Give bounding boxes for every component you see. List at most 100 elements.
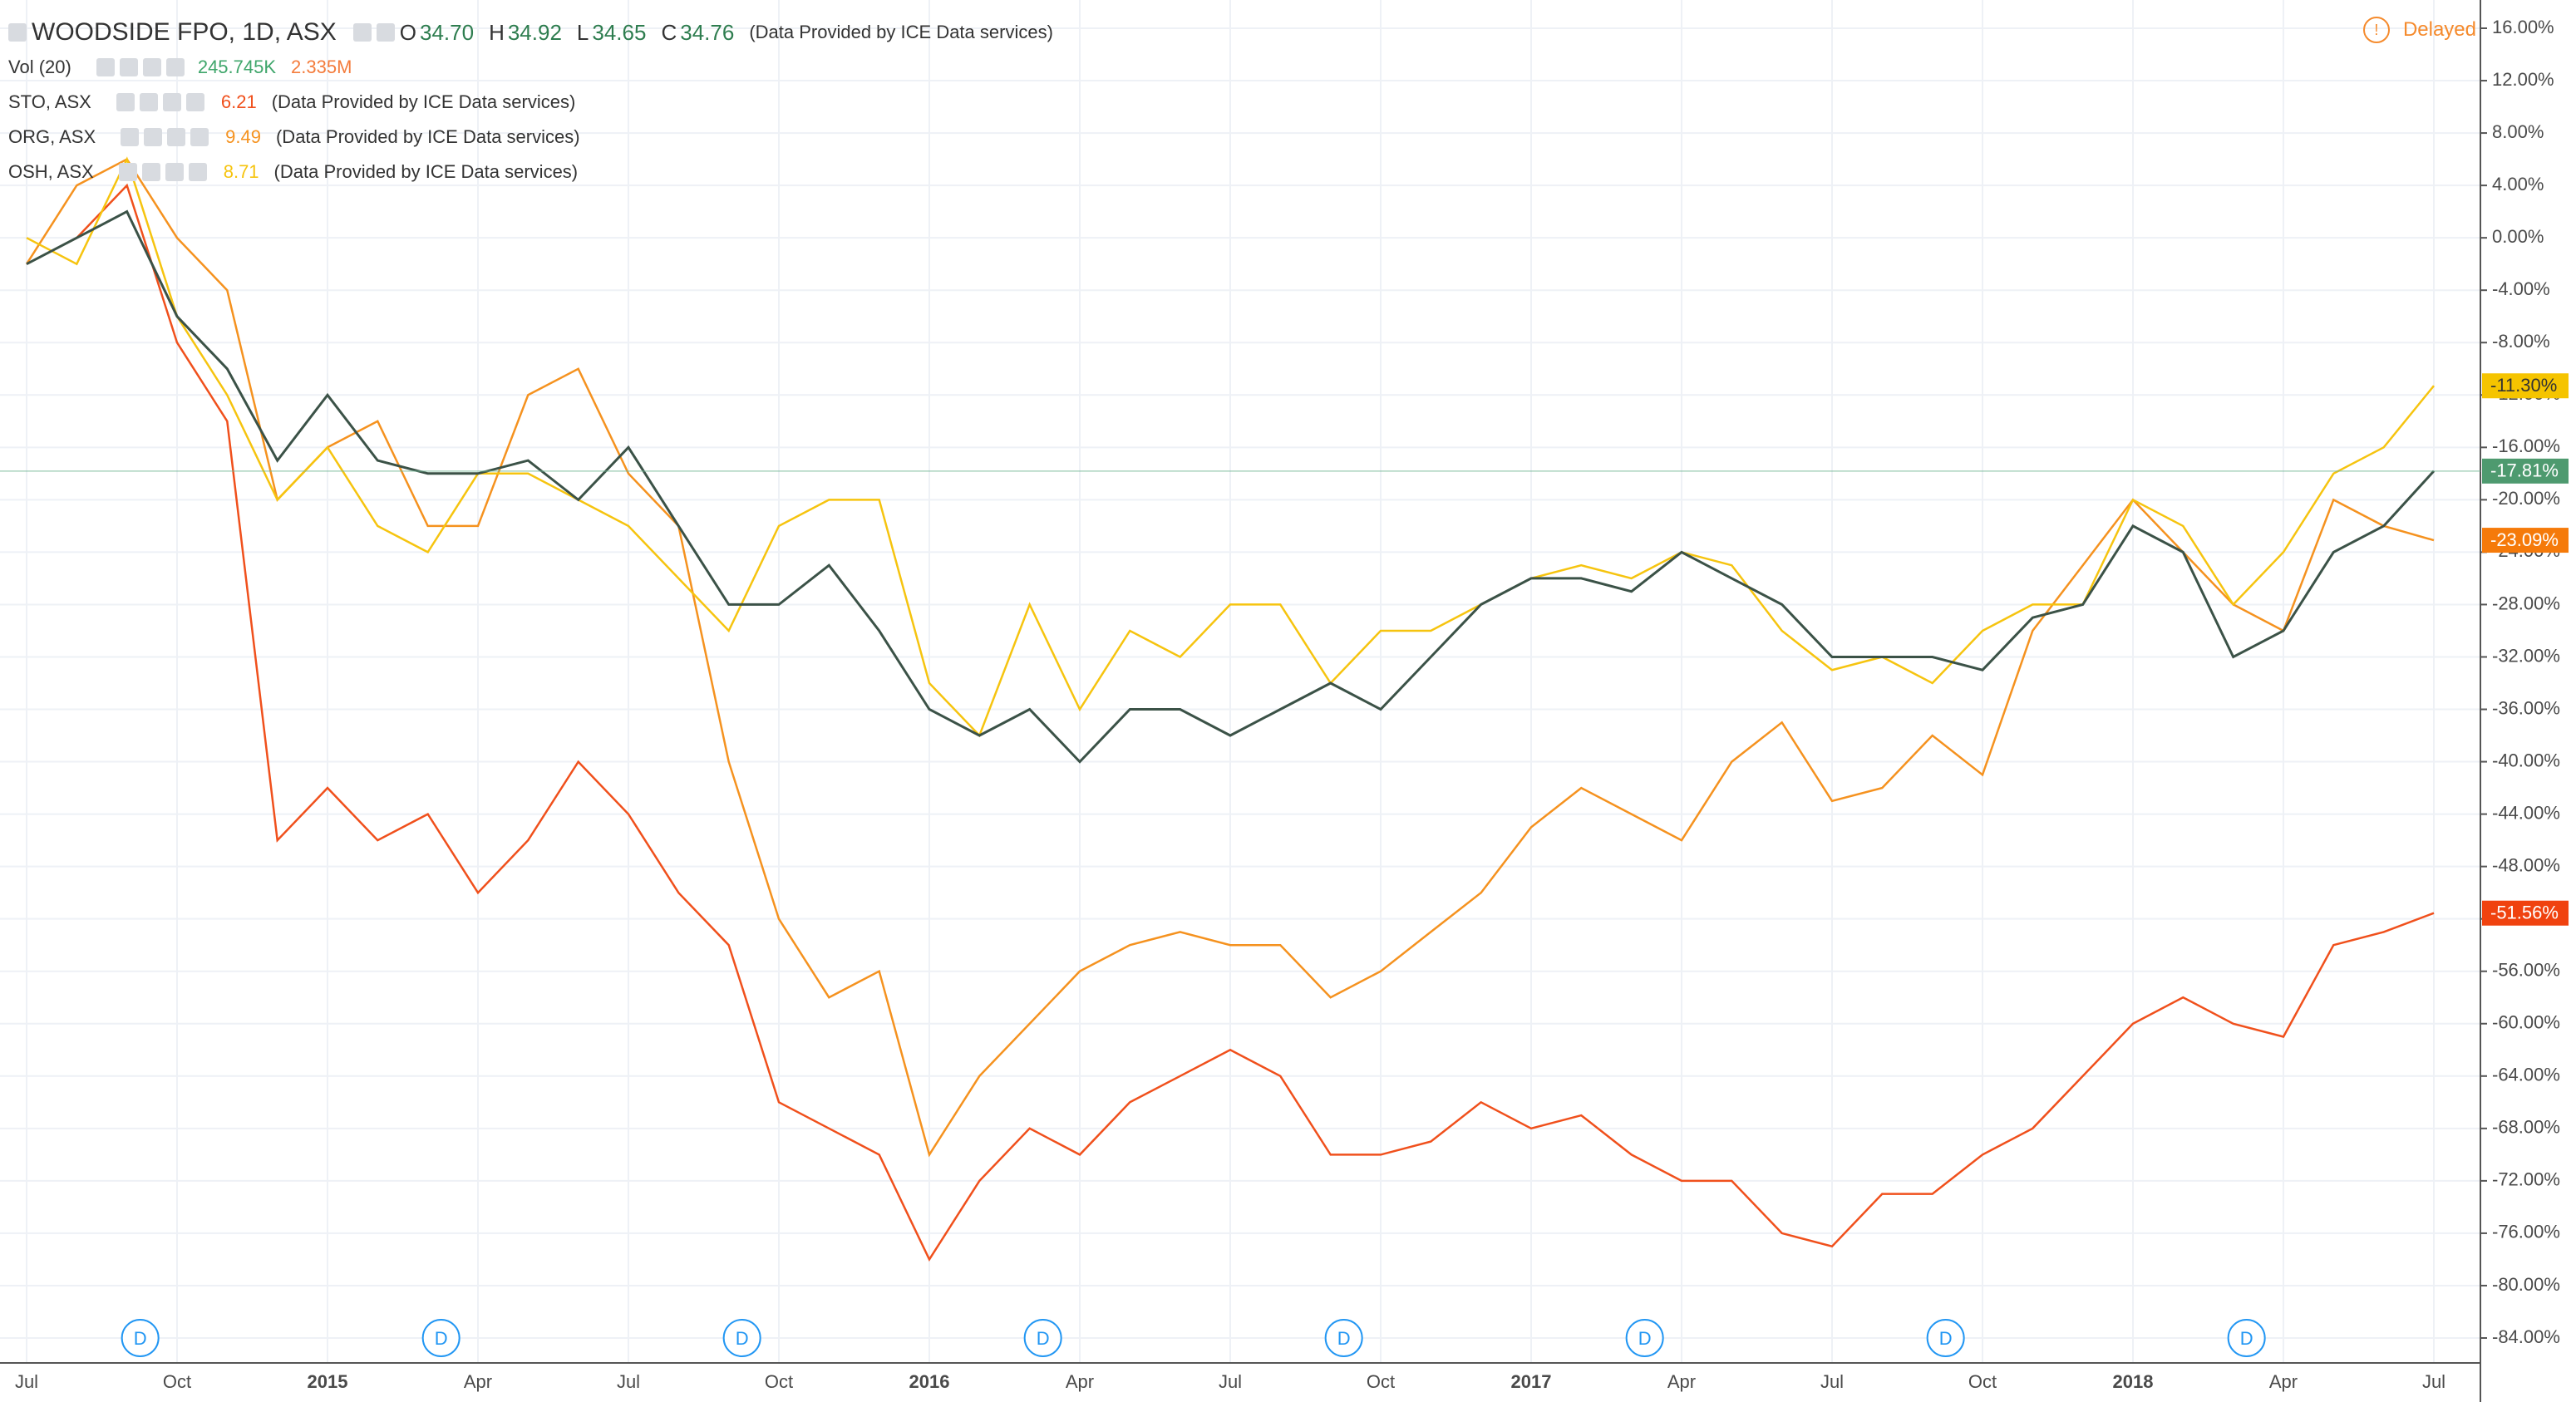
icon: ! xyxy=(2362,17,2390,43)
collapse-icon[interactable] xyxy=(8,23,27,42)
compare-row: ORG, ASX 9.49 (Data Provided by ICE Data s… xyxy=(8,120,1053,155)
volume-name: Vol (20) xyxy=(8,57,71,77)
icon[interactable] xyxy=(118,163,137,181)
ohlc-value: 34.92 xyxy=(507,20,562,45)
x-tick-label: Oct xyxy=(1968,1371,1997,1392)
dividend-marker xyxy=(722,1319,761,1357)
dividend-marker xyxy=(121,1319,160,1357)
main-row: WOODSIDE FPO, 1D, ASX O 34.70 H 34.92 L 34.65… xyxy=(8,15,1053,50)
series-line xyxy=(25,157,2435,1158)
x-tick-label: Apr xyxy=(1066,1371,1094,1392)
icon[interactable] xyxy=(96,58,115,76)
icon[interactable] xyxy=(165,58,185,76)
icon[interactable] xyxy=(188,163,207,181)
icon[interactable] xyxy=(167,128,186,146)
dividend-marker xyxy=(1926,1319,1965,1357)
y-tick-label: 8.00% xyxy=(2492,121,2544,142)
y-tick-label: -80.00% xyxy=(2492,1274,2560,1295)
dividend-label: D xyxy=(736,1328,749,1349)
dividend-label: D xyxy=(2240,1328,2253,1349)
dividend-label: D xyxy=(1337,1328,1351,1349)
x-tick-label: Jul xyxy=(617,1371,640,1392)
x-tick-label: Oct xyxy=(765,1371,793,1392)
delayed-text: Delayed xyxy=(2402,18,2476,41)
series-name: OSH, ASX xyxy=(8,161,94,182)
ohlc-key: C xyxy=(661,20,677,45)
ohlc-key: H xyxy=(489,20,505,45)
y-tick-label: -16.00% xyxy=(2492,435,2560,456)
volume-average: 2.335M xyxy=(291,57,352,77)
dividend-label: D xyxy=(435,1328,448,1349)
x-tick-label: Apr xyxy=(1667,1371,1696,1392)
series-price: 8.71 xyxy=(223,161,259,182)
volume-value: 245.745K xyxy=(197,57,277,77)
icon[interactable] xyxy=(121,128,140,146)
dividend-marker xyxy=(1625,1319,1664,1357)
x-tick-label: 2015 xyxy=(308,1371,348,1392)
y-tick-label: -76.00% xyxy=(2492,1222,2560,1242)
x-tick-label: Apr xyxy=(464,1371,492,1392)
value-tag xyxy=(2482,528,2569,553)
settings-icon[interactable] xyxy=(376,23,395,42)
y-tick-label: -68.00% xyxy=(2492,1117,2560,1138)
x-tick-label: Oct xyxy=(163,1371,191,1392)
icon[interactable] xyxy=(162,93,181,111)
y-tick-label: -44.00% xyxy=(2492,802,2560,823)
value-tag-label: -23.09% xyxy=(2490,529,2559,550)
icon[interactable] xyxy=(165,163,184,181)
symbol-title: WOODSIDE FPO, 1D, ASX xyxy=(32,18,337,46)
y-tick-label: -8.00% xyxy=(2492,331,2550,352)
source: (Data Provided by ICE Data services) xyxy=(271,91,576,112)
dividend-marker xyxy=(2227,1319,2266,1357)
icon[interactable] xyxy=(116,93,135,111)
icon[interactable] xyxy=(142,58,161,76)
x-tick-label: Jul xyxy=(15,1371,38,1392)
compare-row: STO, ASX 6.21 (Data Provided by ICE Data s… xyxy=(8,85,1053,120)
series-line xyxy=(26,156,2435,738)
dividend-label: D xyxy=(1638,1328,1652,1349)
y-tick-label: -56.00% xyxy=(2492,960,2560,981)
y-tick-label: -4.00% xyxy=(2492,278,2550,299)
delayed-badge[interactable]: ! Delayed xyxy=(2362,17,2476,43)
source: (Data Provided by ICE Data services) xyxy=(273,161,579,182)
source: (Data Provided by ICE Data services) xyxy=(749,22,1053,42)
series-name: ORG, ASX xyxy=(8,126,96,147)
value-tag-label: -11.30% xyxy=(2490,375,2557,396)
y-tick-label: -48.00% xyxy=(2492,854,2560,875)
y-tick-label: 16.00% xyxy=(2492,17,2554,37)
series-price: 9.49 xyxy=(225,126,261,147)
x-tick-label: Jul xyxy=(1820,1371,1844,1392)
ohlc-key: L xyxy=(576,20,589,45)
dividend-label: D xyxy=(1037,1328,1050,1349)
x-tick-label: Oct xyxy=(1367,1371,1395,1392)
y-tick-label: -20.00% xyxy=(2492,488,2560,509)
icon[interactable] xyxy=(119,58,138,76)
y-tick-label: 12.00% xyxy=(2492,69,2554,90)
icon[interactable] xyxy=(139,93,158,111)
value-tag xyxy=(2482,373,2569,399)
x-tick-label: 2017 xyxy=(1511,1371,1552,1392)
dividend-marker xyxy=(1023,1319,1062,1357)
y-tick-label: 0.00% xyxy=(2492,226,2544,247)
x-tick-label: Jul xyxy=(2422,1371,2445,1392)
compare-row: OSH, ASX 8.71 (Data Provided by ICE Data s… xyxy=(8,155,1053,189)
icon[interactable] xyxy=(141,163,160,181)
ohlc-key: O xyxy=(399,20,416,45)
icon[interactable] xyxy=(185,93,204,111)
eye-icon[interactable] xyxy=(352,23,372,42)
y-tick-label: -28.00% xyxy=(2492,593,2560,613)
compare-rows: STO, ASX 6.21 (Data Provided by ICE Data s… xyxy=(8,85,1053,189)
y-tick-label: 4.00% xyxy=(2492,174,2544,194)
series-line xyxy=(26,209,2436,764)
y-tick-label: -32.00% xyxy=(2492,645,2560,666)
x-tick-label: Apr xyxy=(2269,1371,2298,1392)
y-tick-label: -64.00% xyxy=(2492,1065,2560,1085)
icon[interactable] xyxy=(144,128,163,146)
y-tick-label: -40.00% xyxy=(2492,750,2560,770)
y-tick-label: -60.00% xyxy=(2492,1012,2560,1033)
dividend-marker xyxy=(1324,1319,1363,1357)
volume-row: Vol (20) 245.745K 2.335M xyxy=(8,50,1053,85)
ohlc-value: 34.76 xyxy=(680,20,735,45)
icon[interactable] xyxy=(190,128,209,146)
